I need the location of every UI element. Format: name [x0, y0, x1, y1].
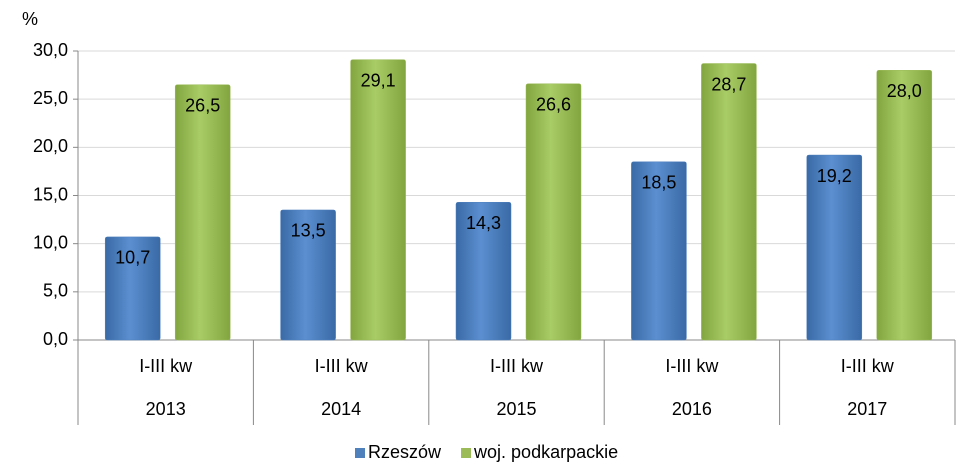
- x-tick-label: I-III kw: [490, 356, 544, 376]
- y-unit: %: [22, 9, 38, 29]
- value-label: 18,5: [641, 173, 676, 193]
- value-label: 29,1: [361, 70, 396, 90]
- y-tick-label: 20,0: [33, 136, 68, 156]
- value-label: 10,7: [115, 248, 150, 268]
- y-tick-label: 0,0: [43, 329, 68, 349]
- x-tick-label: I-III kw: [139, 356, 193, 376]
- value-label: 26,5: [185, 95, 220, 115]
- value-label: 28,7: [711, 74, 746, 94]
- legend-label: woj. podkarpackie: [473, 442, 618, 462]
- y-tick-label: 5,0: [43, 281, 68, 301]
- y-tick-label: 15,0: [33, 184, 68, 204]
- x-tick-label: I-III kw: [315, 356, 369, 376]
- bar: [104, 236, 161, 341]
- bar: [174, 84, 231, 341]
- x-tick-label: 2014: [321, 399, 361, 419]
- bar: [350, 59, 406, 341]
- value-label: 13,5: [291, 221, 326, 241]
- bar: [455, 201, 512, 341]
- value-label: 19,2: [817, 166, 852, 186]
- value-label: 28,0: [887, 81, 922, 101]
- bar: [525, 83, 582, 341]
- x-tick-label: 2013: [146, 399, 186, 419]
- x-tick-label: 2016: [672, 399, 712, 419]
- legend-label: Rzeszów: [368, 442, 442, 462]
- x-tick-label: 2017: [847, 399, 887, 419]
- value-label: 26,6: [536, 95, 571, 115]
- bar: [631, 161, 687, 341]
- legend-swatch: [461, 448, 472, 458]
- x-tick-label: I-III kw: [841, 356, 895, 376]
- x-tick-label: I-III kw: [665, 356, 719, 376]
- y-tick-label: 10,0: [33, 232, 68, 252]
- bar: [701, 63, 757, 341]
- x-tick-label: 2015: [496, 399, 536, 419]
- value-label: 14,3: [466, 213, 501, 233]
- y-tick-label: 30,0: [33, 40, 68, 60]
- legend-swatch: [355, 448, 365, 458]
- bar: [806, 154, 863, 341]
- bar: [280, 209, 336, 341]
- bar: [876, 70, 933, 341]
- y-tick-label: 25,0: [33, 88, 68, 108]
